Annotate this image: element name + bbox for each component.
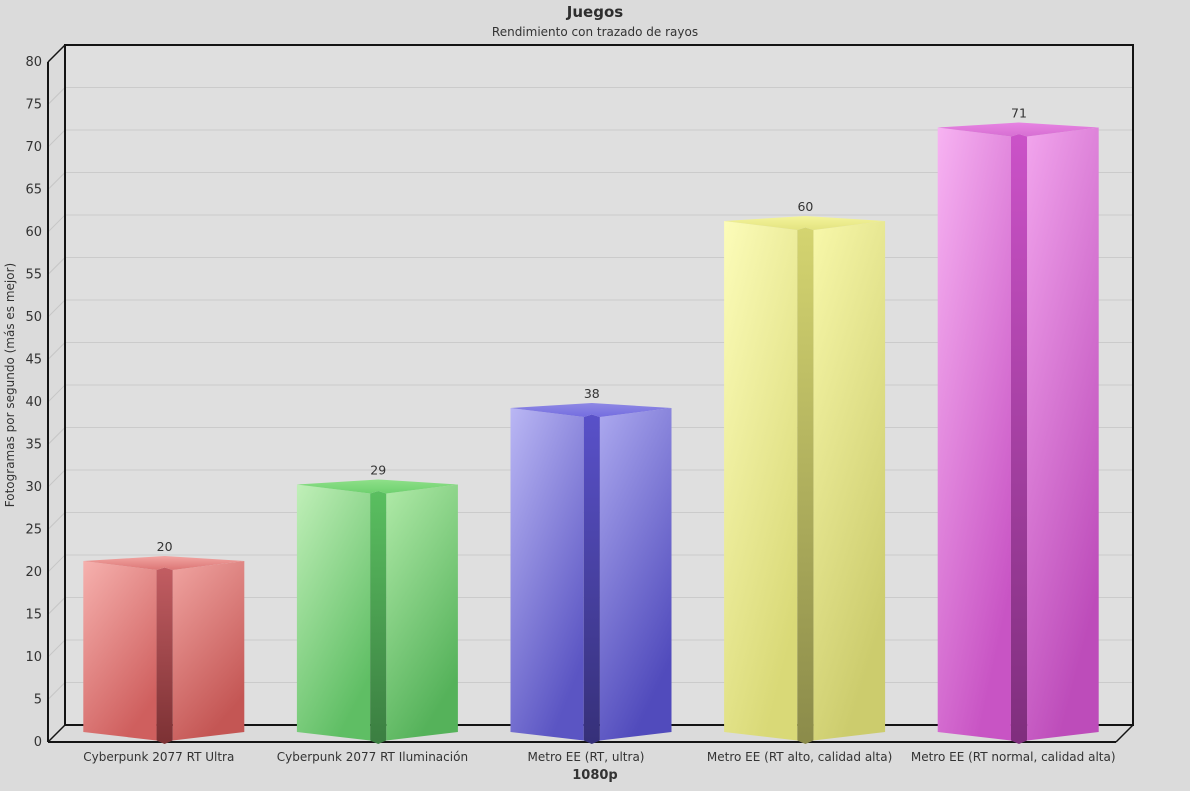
y-tick-label: 0 bbox=[34, 735, 42, 750]
chart-subtitle: Rendimiento con trazado de rayos bbox=[491, 25, 699, 39]
y-tick-label: 10 bbox=[25, 650, 42, 665]
bar-value-label: 29 bbox=[370, 463, 386, 478]
bar-face-right bbox=[1027, 127, 1099, 741]
bar-groove bbox=[583, 414, 600, 744]
bar-value-label: 38 bbox=[584, 386, 600, 401]
bar-top-face bbox=[296, 479, 458, 494]
bar-groove bbox=[1010, 134, 1028, 744]
y-tick-label: 80 bbox=[25, 55, 42, 70]
y-tick-label: 70 bbox=[25, 140, 42, 155]
y-tick-label: 60 bbox=[25, 225, 42, 240]
side-gridline bbox=[47, 299, 66, 318]
y-tick-label: 75 bbox=[25, 98, 42, 113]
category-label: Metro EE (RT normal, calidad alta) bbox=[911, 750, 1116, 764]
bar-groove bbox=[797, 227, 814, 744]
bar-value-label: 60 bbox=[797, 199, 813, 214]
side-gridline bbox=[47, 87, 66, 105]
side-gridline bbox=[47, 172, 66, 190]
y-tick-label: 20 bbox=[25, 565, 42, 580]
bar-top-face bbox=[83, 556, 245, 570]
side-gridline bbox=[47, 384, 66, 403]
side-gridline bbox=[47, 342, 66, 360]
y-tick-label: 25 bbox=[25, 523, 42, 538]
side-gridline bbox=[47, 639, 66, 658]
bar-face-right bbox=[386, 484, 458, 741]
bar-face-left bbox=[937, 127, 1011, 741]
y-tick-label: 45 bbox=[25, 353, 42, 368]
corner-diagonal bbox=[47, 44, 66, 63]
side-gridline bbox=[47, 257, 66, 275]
bar-groove bbox=[156, 567, 173, 744]
bar bbox=[937, 122, 1099, 744]
side-gridline bbox=[47, 469, 66, 488]
side-gridline bbox=[47, 597, 66, 615]
bar-top-face bbox=[724, 216, 886, 230]
category-label: Metro EE (RT, ultra) bbox=[528, 750, 645, 764]
corner-diagonal bbox=[47, 724, 66, 743]
bar-face-left bbox=[296, 484, 371, 741]
bar-value-label: 20 bbox=[157, 539, 173, 554]
category-label: Cyberpunk 2077 RT Iluminación bbox=[277, 750, 468, 764]
side-gridline bbox=[47, 682, 66, 700]
y-tick-label: 65 bbox=[25, 183, 42, 198]
bar bbox=[510, 403, 672, 744]
bar-face-right bbox=[172, 561, 245, 741]
side-gridline bbox=[47, 427, 66, 445]
side-gridline bbox=[47, 214, 66, 233]
y-tick-label: 30 bbox=[25, 480, 42, 495]
bar-value-label: 71 bbox=[1011, 106, 1027, 121]
y-tick-label: 35 bbox=[25, 438, 42, 453]
chart-title: Juegos bbox=[566, 3, 624, 21]
side-gridline bbox=[47, 554, 66, 573]
y-tick-label: 50 bbox=[25, 310, 42, 325]
bar bbox=[724, 216, 886, 744]
side-gridline bbox=[47, 129, 66, 148]
category-label: Cyberpunk 2077 RT Ultra bbox=[83, 750, 234, 764]
corner-diagonal bbox=[1115, 724, 1134, 743]
bar-face-left bbox=[510, 408, 584, 741]
bar-top-face bbox=[937, 122, 1099, 137]
y-tick-label: 15 bbox=[25, 608, 42, 623]
bar-top-face bbox=[510, 403, 672, 417]
x-axis-title: 1080p bbox=[572, 768, 618, 783]
y-tick-label: 5 bbox=[34, 693, 42, 708]
category-label: Metro EE (RT alto, calidad alta) bbox=[707, 750, 892, 764]
bar bbox=[83, 556, 245, 744]
bar-face-right bbox=[813, 221, 886, 741]
bar-groove bbox=[370, 491, 387, 744]
y-tick-label: 55 bbox=[25, 268, 42, 283]
bar bbox=[296, 479, 458, 744]
side-gridline bbox=[47, 512, 66, 530]
y-tick-label: 40 bbox=[25, 395, 42, 410]
bar-face-left bbox=[724, 221, 798, 741]
bar-face-left bbox=[83, 561, 157, 741]
bar-face-right bbox=[599, 408, 672, 741]
